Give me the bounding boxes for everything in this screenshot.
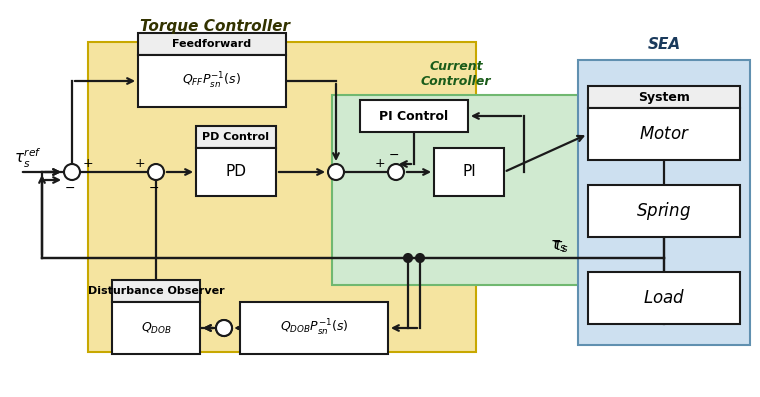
- Text: System: System: [638, 91, 690, 104]
- Text: Feedforward: Feedforward: [173, 39, 252, 49]
- Text: $Q_{DOB}$: $Q_{DOB}$: [141, 320, 172, 335]
- Text: SEA: SEA: [648, 37, 680, 52]
- Circle shape: [328, 164, 344, 180]
- Text: $\tau_s^{ref}$: $\tau_s^{ref}$: [14, 147, 42, 170]
- Text: PD Control: PD Control: [202, 132, 270, 142]
- Circle shape: [216, 320, 232, 336]
- Bar: [588, 185, 740, 237]
- Bar: [138, 55, 286, 107]
- Text: Torque Controller: Torque Controller: [140, 19, 290, 34]
- Bar: [588, 86, 740, 108]
- Text: +: +: [83, 157, 93, 170]
- Bar: [112, 302, 200, 354]
- Text: $Q_{FF}P_{sn}^{-1}(s)$: $Q_{FF}P_{sn}^{-1}(s)$: [182, 71, 242, 91]
- Bar: [196, 148, 276, 196]
- Text: PI Control: PI Control: [379, 110, 448, 123]
- Bar: [434, 148, 504, 196]
- Circle shape: [404, 254, 412, 262]
- Bar: [112, 280, 200, 302]
- Text: −: −: [389, 149, 399, 162]
- Text: $Q_{DOB}P_{sn}^{-1}(s)$: $Q_{DOB}P_{sn}^{-1}(s)$: [280, 318, 348, 338]
- Bar: [332, 95, 580, 285]
- Bar: [360, 100, 468, 132]
- Text: −: −: [65, 182, 75, 195]
- Text: $\tau_s$: $\tau_s$: [552, 239, 568, 255]
- Text: Disturbance Observer: Disturbance Observer: [87, 286, 224, 296]
- Bar: [88, 42, 476, 352]
- Circle shape: [416, 254, 424, 262]
- Bar: [240, 302, 388, 354]
- Text: PD: PD: [226, 164, 246, 179]
- Circle shape: [148, 164, 164, 180]
- Text: $Spring$: $Spring$: [636, 200, 692, 222]
- Bar: [588, 272, 740, 324]
- Text: −: −: [149, 182, 160, 195]
- Text: PI: PI: [462, 164, 476, 179]
- Text: $Load$: $Load$: [643, 289, 685, 307]
- Bar: [578, 60, 750, 345]
- Circle shape: [64, 164, 80, 180]
- Text: Current
Controller: Current Controller: [421, 60, 491, 88]
- Circle shape: [216, 320, 232, 336]
- Text: $\tau_s$: $\tau_s$: [549, 238, 566, 254]
- Bar: [588, 108, 740, 160]
- Text: +: +: [375, 157, 385, 170]
- Bar: [196, 126, 276, 148]
- Text: $Motor$: $Motor$: [638, 125, 689, 143]
- Text: +: +: [135, 157, 145, 170]
- Circle shape: [388, 164, 404, 180]
- Bar: [138, 33, 286, 55]
